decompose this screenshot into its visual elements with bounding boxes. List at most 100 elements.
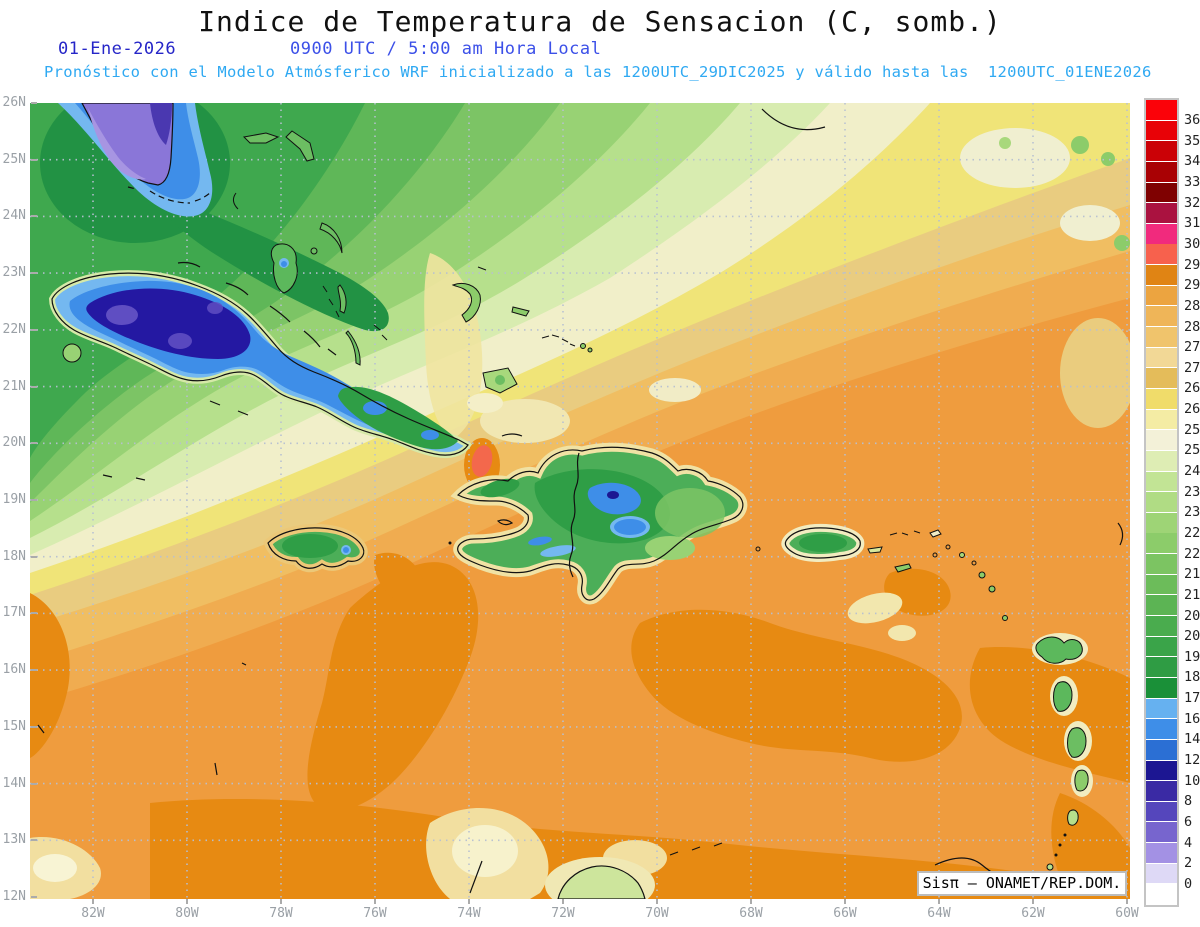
hispaniola [448, 433, 748, 605]
st-vincent [1067, 809, 1079, 826]
colorbar-cell-22.5 [1146, 512, 1177, 533]
grenada [1046, 863, 1054, 871]
map-canvas [30, 103, 1130, 899]
cuba-north-cays [177, 261, 337, 356]
colorbar-cell-27 [1146, 347, 1177, 368]
colorbar-cell-28.5 [1146, 285, 1177, 306]
colorbar-cell-28 [1146, 306, 1177, 327]
vieques [867, 546, 883, 554]
colorbar-label-27.5: 27.5 [1184, 339, 1200, 356]
lon-label-72W: 72W [551, 906, 575, 921]
colorbar-cell-0 [1146, 863, 1177, 884]
colorbar-label-16: 16 [1184, 710, 1200, 727]
lat-label-12N: 12N [2, 888, 26, 904]
colorbar-label-30.7: 30.7 [1184, 235, 1200, 252]
lon-tick [468, 899, 470, 904]
colorbar-cell-2 [1146, 843, 1177, 863]
lesser-antilles [889, 529, 1093, 871]
bahamas [232, 130, 530, 394]
colorbar-label-25: 25 [1184, 442, 1200, 459]
lat-tick [31, 328, 37, 331]
lat-label-22N: 22N [2, 321, 26, 337]
st-lucia [1074, 769, 1089, 792]
colorbar-label-34: 34 [1184, 153, 1200, 170]
lon-label-80W: 80W [175, 906, 199, 921]
cuba [48, 261, 473, 459]
colorbar-cell-16 [1146, 698, 1177, 719]
puerto-rico [755, 523, 883, 562]
colorbar-label-28: 28 [1184, 318, 1200, 335]
colorbar-label-8: 8 [1184, 793, 1193, 810]
colorbar-cell-19 [1146, 636, 1177, 657]
navassa-island [448, 541, 452, 545]
martinique [1067, 727, 1087, 758]
colorbar-label-22.5: 22.5 [1184, 524, 1200, 541]
attribution-brand: Sisπ [922, 874, 959, 892]
colorbar-label-17: 17 [1184, 690, 1200, 707]
isla-de-la-juventud [62, 343, 82, 363]
lat-label-25N: 25N [2, 151, 26, 167]
tortuga-island [501, 433, 523, 437]
turks-and-caicos [541, 334, 593, 353]
lat-tick [31, 725, 37, 728]
colorbar-cell-21 [1146, 574, 1177, 595]
cayman-islands [102, 474, 146, 481]
colorbar-label-27: 27 [1184, 359, 1200, 376]
lon-label-66W: 66W [833, 906, 857, 921]
colorbar-label-20.5: 20.5 [1184, 607, 1200, 624]
lat-label-19N: 19N [2, 491, 26, 507]
colorbar-label-21: 21 [1184, 586, 1200, 603]
lat-tick [31, 895, 37, 898]
colorbar-cell-22 [1146, 533, 1177, 554]
jamaica [263, 523, 368, 573]
colorbar-label-22: 22 [1184, 545, 1200, 562]
lat-tick [31, 612, 37, 615]
lon-label-62W: 62W [1021, 906, 1045, 921]
lon-label-60W: 60W [1115, 906, 1139, 921]
colorbar-label-14: 14 [1184, 731, 1200, 748]
forecast-date: 01-Ene-2026 [58, 39, 177, 59]
colorbar-label-33: 33 [1184, 174, 1200, 191]
lat-label-21N: 21N [2, 378, 26, 394]
colorbar-cell-26.5 [1146, 368, 1177, 389]
colorbar-cell-14 [1146, 719, 1177, 739]
lat-tick [31, 782, 37, 785]
aruba-curacao-bonaire [669, 842, 723, 856]
lat-label-14N: 14N [2, 775, 26, 791]
lat-label-24N: 24N [2, 208, 26, 224]
colorbar-cell-4 [1146, 822, 1177, 843]
attribution-org: – ONAMET/REP.DOM. [958, 874, 1122, 892]
lon-tick [1032, 899, 1034, 904]
lat-label-26N: 26N [2, 95, 26, 110]
mona-island [755, 546, 761, 552]
colorbar-cell-33 [1146, 161, 1177, 182]
colorbar-label-18: 18 [1184, 669, 1200, 686]
florida [58, 103, 213, 217]
lat-label-15N: 15N [2, 718, 26, 734]
lat-tick [31, 555, 37, 558]
lat-tick [31, 839, 37, 842]
colorbar-label-4: 4 [1184, 834, 1193, 851]
colorbar-label-12: 12 [1184, 752, 1200, 768]
lon-tick [844, 899, 846, 904]
lat-tick [31, 669, 37, 672]
lat-label-13N: 13N [2, 832, 26, 848]
colorbar-cell-23.5 [1146, 471, 1177, 492]
haiti-dr-border [568, 452, 580, 578]
colorbar-label-28.5: 28.5 [1184, 297, 1200, 314]
lon-label-82W: 82W [81, 906, 105, 921]
colorbar-label-26: 26 [1184, 401, 1200, 418]
colorbar-cell-8 [1146, 781, 1177, 801]
colorbar-cell-25 [1146, 430, 1177, 450]
model-run-info: Pronóstico con el Modelo Atmósferico WRF… [44, 63, 1152, 81]
colorbar-label-32: 32 [1184, 194, 1200, 211]
attribution-box: Sisπ – ONAMET/REP.DOM. [917, 871, 1127, 896]
colorbar-label-19: 19 [1184, 648, 1200, 665]
colorbar-cell-30.7 [1146, 223, 1177, 244]
lat-tick [31, 102, 37, 104]
lat-label-16N: 16N [2, 662, 26, 678]
florida-keys [127, 186, 213, 204]
colorbar-label-36: 36 [1184, 112, 1200, 129]
colorbar-label-29.7: 29.7 [1184, 256, 1200, 273]
